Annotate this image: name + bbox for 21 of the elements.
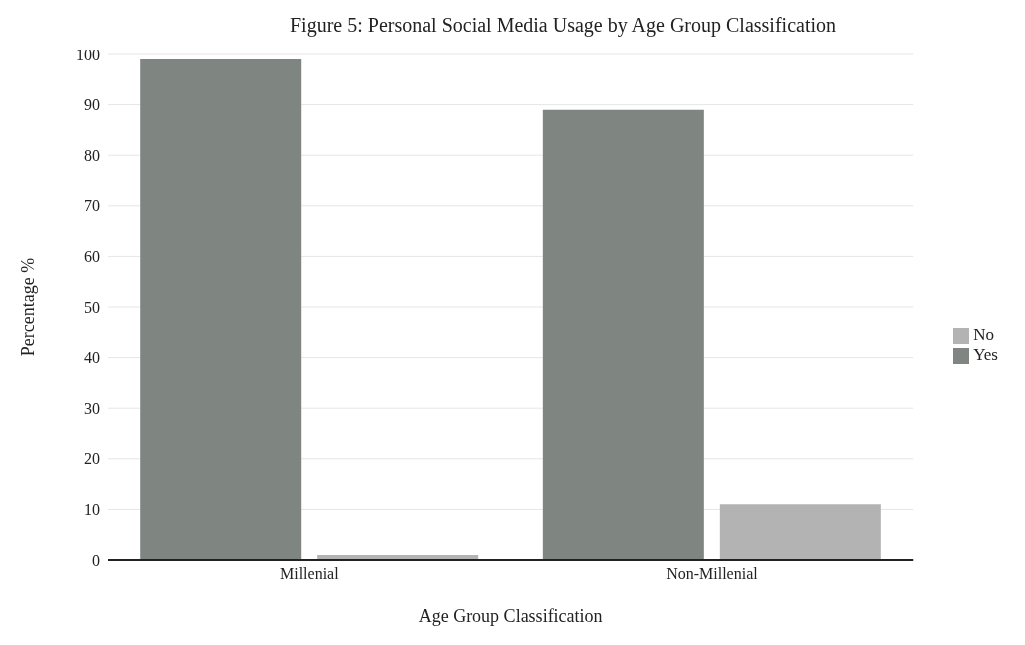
y-tick-label: 50 bbox=[84, 298, 100, 316]
bar bbox=[542, 109, 704, 560]
bar bbox=[719, 504, 881, 560]
y-tick-label: 60 bbox=[84, 248, 100, 266]
y-tick-label: 30 bbox=[84, 399, 100, 417]
y-tick-label: 40 bbox=[84, 349, 100, 367]
y-tick-label: 20 bbox=[84, 450, 100, 468]
y-tick-label: 100 bbox=[76, 45, 100, 63]
y-tick-label: 90 bbox=[84, 96, 100, 114]
x-tick-label: Millenial bbox=[279, 565, 340, 583]
y-tick-label: 0 bbox=[92, 551, 100, 569]
legend-label: No bbox=[973, 325, 995, 344]
x-tick-label: Non-Millenial bbox=[666, 565, 759, 583]
y-tick-label: 80 bbox=[84, 146, 100, 164]
x-axis-title: Age Group Classification bbox=[418, 606, 603, 626]
y-tick-label: 70 bbox=[84, 197, 100, 215]
chart-title: Figure 5: Personal Social Media Usage by Age Group Classification bbox=[289, 14, 836, 36]
y-tick-label: 10 bbox=[84, 501, 100, 519]
y-axis-title: Percentage % bbox=[18, 257, 39, 357]
legend-label: Yes bbox=[973, 345, 998, 364]
bar bbox=[140, 59, 302, 560]
